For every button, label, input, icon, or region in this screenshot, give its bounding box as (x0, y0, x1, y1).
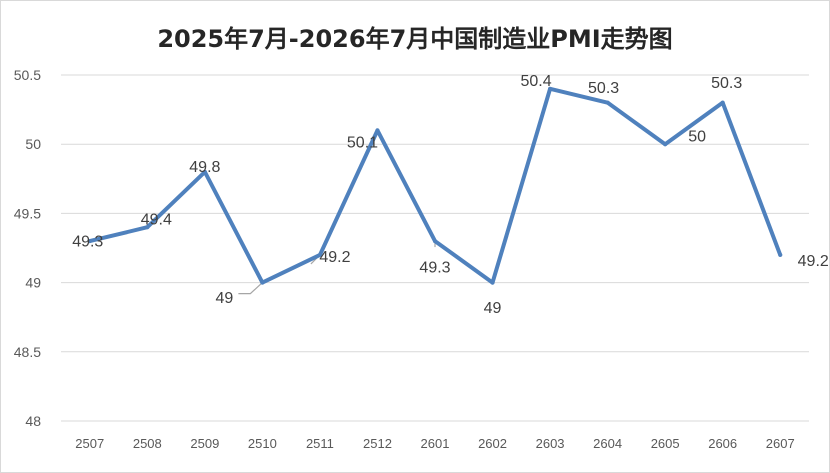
label-leader-line (238, 282, 263, 295)
x-tick-label: 2606 (708, 436, 737, 451)
data-point (605, 100, 610, 105)
x-tick-label: 2602 (478, 436, 507, 451)
data-point (663, 142, 668, 147)
x-tick-label: 2509 (190, 436, 219, 451)
x-tick-label: 2510 (248, 436, 277, 451)
x-tick-label: 2512 (363, 436, 392, 451)
series-line (87, 86, 783, 285)
data-label: 50.3 (711, 75, 742, 92)
data-label: 49.8 (189, 159, 220, 176)
data-point (145, 225, 150, 230)
data-label: 49 (484, 300, 502, 317)
data-label: 49.4 (141, 211, 172, 228)
x-tick-label: 2605 (651, 436, 680, 451)
data-label: 49.2 (319, 249, 350, 266)
data-point (548, 86, 553, 91)
data-point (260, 280, 265, 285)
data-point (202, 169, 207, 174)
y-tick-label: 48 (25, 413, 41, 429)
y-tick-label: 50.5 (14, 67, 41, 83)
x-axis-ticks: 2507 2508 2509 2510 2511 2512 2601 2602 2603 2604… (75, 436, 794, 451)
data-label: 50.3 (588, 80, 619, 97)
data-label: 49.3 (419, 259, 450, 276)
data-point (433, 239, 437, 244)
x-tick-label: 2604 (593, 436, 622, 451)
data-label: 49.2 (798, 253, 829, 270)
series-layer (87, 86, 783, 285)
data-label: 50.1 (347, 135, 378, 152)
data-labels: 49.3 49.4 49.8 49 49.2 50.1 49.3 49 50.4 50.3 50 50… (72, 73, 829, 317)
y-tick-label: 49 (25, 275, 41, 291)
gridlines (61, 74, 809, 422)
data-label: 49 (215, 290, 233, 307)
data-label: 50 (688, 128, 706, 145)
data-point (375, 128, 380, 133)
y-tick-label: 48.5 (14, 344, 41, 360)
y-tick-label: 49.5 (14, 205, 41, 221)
data-point (720, 100, 725, 105)
y-axis-ticks: 48 48.5 49 49.5 50 50.5 (14, 67, 41, 429)
data-label: 50.4 (521, 73, 552, 90)
x-tick-label: 2511 (306, 436, 334, 451)
data-point (87, 239, 92, 244)
x-tick-label: 2508 (133, 436, 162, 451)
data-label: 49.3 (72, 233, 103, 250)
y-tick-label: 50 (25, 136, 41, 152)
x-tick-label: 2601 (421, 436, 450, 451)
data-point (490, 280, 495, 285)
x-tick-label: 2603 (536, 436, 565, 451)
data-point (778, 252, 783, 257)
x-tick-label: 2507 (75, 436, 104, 451)
data-point (317, 252, 322, 257)
chart-title: 2025年7月-2026年7月中国制造业PMI走势图 (157, 25, 673, 53)
x-tick-label: 2607 (766, 436, 795, 451)
